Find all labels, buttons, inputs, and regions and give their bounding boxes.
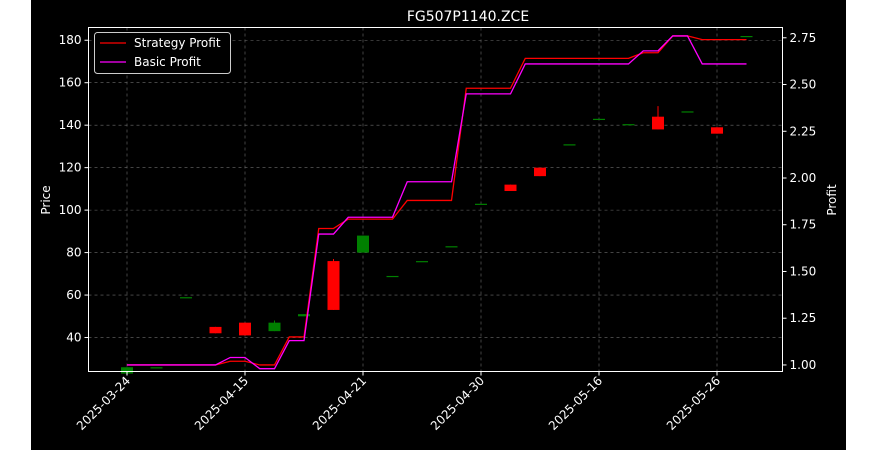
candle-body [593, 118, 605, 121]
x-tick-label: 2025-04-21 [310, 374, 369, 433]
x-tick-label: 2025-05-26 [664, 374, 723, 433]
candle-body [327, 261, 340, 310]
candle-body [180, 297, 192, 299]
candle-body [357, 235, 369, 253]
legend-box [94, 32, 231, 74]
left-tick-label: 100 [59, 203, 82, 217]
right-tick-label: 2.00 [790, 171, 817, 185]
candle-body [504, 184, 517, 192]
left-tick-label: 60 [66, 288, 81, 302]
right-tick-label: 1.00 [790, 358, 817, 372]
candle-body [475, 203, 487, 205]
candle-body [239, 322, 251, 336]
legend-basic-label: Basic Profit [134, 55, 201, 69]
right-tick-label: 2.25 [790, 124, 817, 138]
left-axis-label: Price [39, 185, 53, 214]
strategy-profit-line [127, 35, 747, 366]
right-axis-label: Profit [825, 184, 839, 216]
candle-body [445, 246, 458, 248]
left-tick-label: 40 [66, 331, 81, 345]
right-tick-label: 2.75 [790, 31, 817, 45]
candle-body [711, 127, 723, 134]
left-tick-label: 80 [66, 246, 81, 260]
left-tick-label: 140 [59, 118, 82, 132]
candle-body [150, 367, 163, 369]
left-tick-label: 160 [59, 76, 82, 90]
candle-body [416, 261, 428, 263]
left-tick-label: 120 [59, 161, 82, 175]
candle-body [268, 322, 281, 332]
candle-body [386, 275, 399, 278]
right-tick-label: 2.50 [790, 78, 817, 92]
x-tick-label: 2025-04-15 [192, 374, 251, 433]
candle-body [534, 167, 546, 177]
basic-profit-line [127, 35, 747, 370]
candle-body [298, 314, 310, 317]
chart-figure: FG507P1140.ZCE 40 60 80 100 120 140 160 180 1.0… [31, 0, 846, 450]
x-tick-label: 2025-04-30 [428, 374, 487, 433]
candlestick-profit-chart: FG507P1140.ZCE 40 60 80 100 120 140 160 180 1.0… [39, 9, 839, 433]
plot-frame [88, 27, 783, 372]
candle-body [209, 326, 222, 334]
candle-body [121, 367, 133, 374]
legend-strategy-label: Strategy Profit [134, 36, 221, 50]
candles [121, 35, 753, 374]
x-axis: 2025-03-24 2025-04-15 2025-04-21 2025-04-30… [74, 371, 723, 433]
candle-body [563, 144, 576, 146]
chart-title: FG507P1140.ZCE [407, 9, 529, 25]
right-tick-label: 1.25 [790, 311, 817, 325]
candle-body [740, 35, 753, 38]
profit-lines [127, 35, 747, 370]
left-tick-label: 180 [59, 33, 82, 47]
x-tick-label: 2025-03-24 [74, 374, 133, 433]
grid-lines [88, 27, 783, 372]
candle-body [681, 111, 694, 113]
candle-body [652, 116, 664, 130]
right-tick-label: 1.75 [790, 218, 817, 232]
x-tick-label: 2025-05-16 [546, 374, 605, 433]
left-axis: 40 60 80 100 120 140 160 180 [59, 33, 89, 345]
legend: Strategy Profit Basic Profit [94, 32, 231, 74]
right-tick-label: 1.50 [790, 264, 817, 278]
right-axis: 1.00 1.25 1.50 1.75 2.00 2.25 2.50 2.75 [782, 31, 817, 372]
candle-body [622, 124, 635, 126]
